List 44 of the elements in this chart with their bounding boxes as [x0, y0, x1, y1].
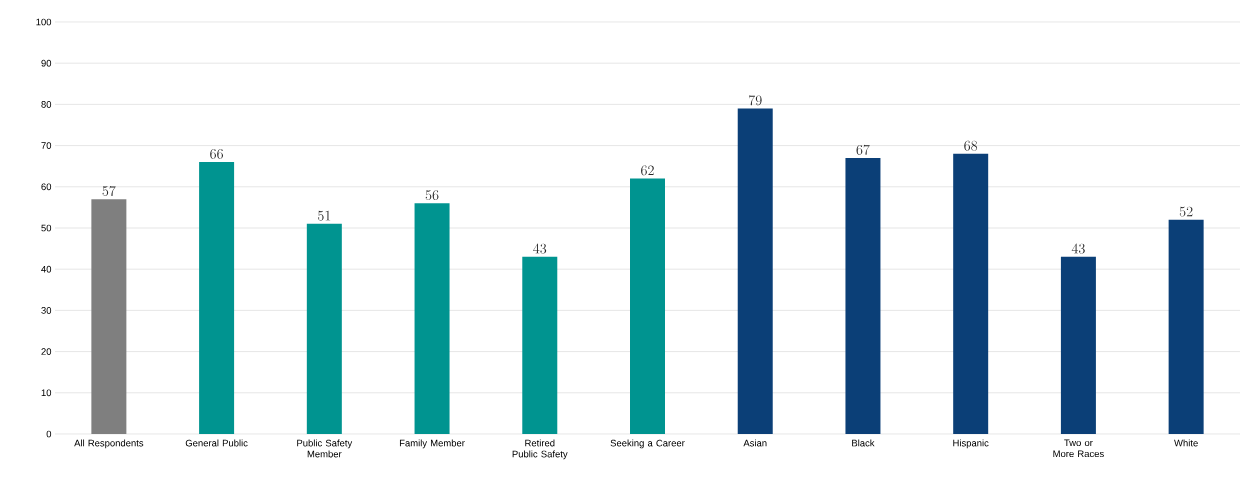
bar — [306, 223, 342, 434]
data-label: 56 — [425, 190, 439, 201]
y-tick-label: 20 — [41, 348, 52, 355]
data-label: 52 — [1179, 206, 1193, 217]
data-label: 51 — [318, 210, 331, 221]
x-tick-label: Public Safety Member — [297, 439, 353, 458]
x-tick-label: All Respondents — [74, 439, 144, 449]
x-tick-label: Two or More Races — [1053, 439, 1104, 458]
y-tick-label: 10 — [41, 389, 52, 397]
data-label: 43 — [533, 243, 547, 254]
y-tick-label: 60 — [41, 183, 52, 191]
y-tick-label: 100 — [36, 18, 52, 26]
y-tick-label: 40 — [41, 265, 52, 273]
x-tick-label: Asian — [743, 439, 767, 447]
bar — [737, 108, 773, 434]
x-tick-label: General Public — [185, 439, 248, 447]
y-tick-label: 80 — [41, 101, 52, 108]
bar — [953, 153, 989, 434]
bar — [414, 203, 450, 434]
data-label: 43 — [1071, 243, 1085, 254]
bar — [91, 199, 127, 434]
y-tick-label: 70 — [41, 142, 52, 149]
bar — [630, 178, 665, 434]
y-tick-label: 90 — [41, 59, 52, 67]
data-label: 67 — [856, 144, 870, 155]
bar — [845, 157, 881, 434]
data-label: 68 — [964, 140, 978, 151]
x-tick-label: Retired Public Safety — [512, 439, 568, 460]
data-label: 66 — [210, 149, 224, 159]
data-label: 57 — [102, 185, 116, 196]
x-tick-label: Black — [852, 439, 875, 447]
data-label: 79 — [748, 95, 762, 106]
bar — [1060, 256, 1096, 434]
y-tick-label: 30 — [41, 307, 52, 314]
bar — [199, 162, 235, 434]
x-tick-label: White — [1174, 439, 1198, 447]
data-label: 62 — [641, 165, 654, 176]
x-tick-label: Family Member — [399, 439, 465, 449]
bar — [1168, 219, 1204, 434]
bar — [522, 256, 558, 434]
x-tick-label: Hispanic — [953, 439, 989, 449]
y-tick-label: 50 — [41, 224, 52, 232]
y-tick-label: 0 — [46, 430, 52, 438]
x-tick-label: Seeking a Career — [610, 439, 685, 449]
